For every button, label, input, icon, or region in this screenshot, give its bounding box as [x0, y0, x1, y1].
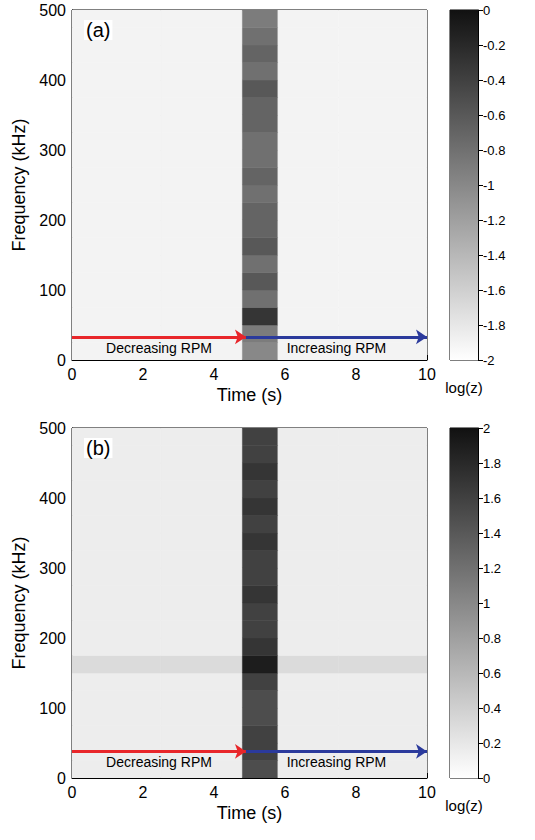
svg-text:6: 6 [281, 366, 290, 383]
svg-text:4: 4 [210, 366, 219, 383]
svg-text:Time (s): Time (s) [217, 803, 282, 823]
svg-text:8: 8 [352, 366, 361, 383]
svg-text:0: 0 [68, 784, 77, 801]
svg-text:(b): (b) [86, 437, 110, 459]
svg-text:300: 300 [39, 142, 66, 159]
svg-text:Increasing RPM: Increasing RPM [287, 340, 387, 356]
svg-text:2: 2 [139, 784, 148, 801]
svg-text:200: 200 [39, 212, 66, 229]
svg-text:100: 100 [39, 700, 66, 717]
svg-text:-0.8: -0.8 [483, 143, 505, 158]
svg-text:-2: -2 [483, 353, 495, 368]
svg-text:0.2: 0.2 [483, 736, 501, 751]
svg-text:10: 10 [418, 366, 436, 383]
svg-text:-0.6: -0.6 [483, 108, 505, 123]
svg-text:(a): (a) [86, 19, 110, 41]
svg-text:1.8: 1.8 [483, 456, 501, 471]
svg-text:2: 2 [139, 366, 148, 383]
svg-text:0: 0 [68, 366, 77, 383]
svg-text:log(z): log(z) [445, 379, 483, 396]
svg-text:Decreasing RPM: Decreasing RPM [106, 340, 212, 356]
svg-text:0: 0 [57, 770, 66, 787]
svg-text:Frequency (kHz): Frequency (kHz) [9, 118, 29, 251]
svg-text:Time (s): Time (s) [217, 385, 282, 405]
svg-text:1.6: 1.6 [483, 491, 501, 506]
svg-text:0: 0 [483, 771, 490, 786]
svg-text:200: 200 [39, 630, 66, 647]
svg-text:10: 10 [418, 784, 436, 801]
svg-text:0.6: 0.6 [483, 666, 501, 681]
svg-text:-1.2: -1.2 [483, 213, 505, 228]
svg-text:0.8: 0.8 [483, 631, 501, 646]
svg-text:Decreasing RPM: Decreasing RPM [106, 754, 212, 770]
svg-text:-0.2: -0.2 [483, 38, 505, 53]
svg-text:300: 300 [39, 560, 66, 577]
svg-text:500: 500 [39, 2, 66, 19]
svg-text:2: 2 [483, 421, 490, 436]
svg-text:0.4: 0.4 [483, 701, 501, 716]
svg-text:4: 4 [210, 784, 219, 801]
svg-text:-0.4: -0.4 [483, 73, 505, 88]
svg-text:-1.6: -1.6 [483, 283, 505, 298]
svg-text:100: 100 [39, 282, 66, 299]
svg-text:400: 400 [39, 490, 66, 507]
svg-text:1: 1 [483, 596, 490, 611]
svg-text:Increasing RPM: Increasing RPM [287, 754, 387, 770]
svg-text:log(z): log(z) [445, 797, 483, 814]
svg-text:500: 500 [39, 420, 66, 437]
svg-text:0: 0 [57, 352, 66, 369]
svg-text:-1: -1 [483, 178, 495, 193]
svg-text:400: 400 [39, 72, 66, 89]
svg-text:Frequency (kHz): Frequency (kHz) [9, 536, 29, 669]
svg-text:-1.8: -1.8 [483, 318, 505, 333]
svg-text:-1.4: -1.4 [483, 248, 505, 263]
svg-text:1.2: 1.2 [483, 561, 501, 576]
svg-text:6: 6 [281, 784, 290, 801]
svg-text:0: 0 [483, 3, 490, 18]
svg-text:1.4: 1.4 [483, 526, 501, 541]
svg-text:8: 8 [352, 784, 361, 801]
